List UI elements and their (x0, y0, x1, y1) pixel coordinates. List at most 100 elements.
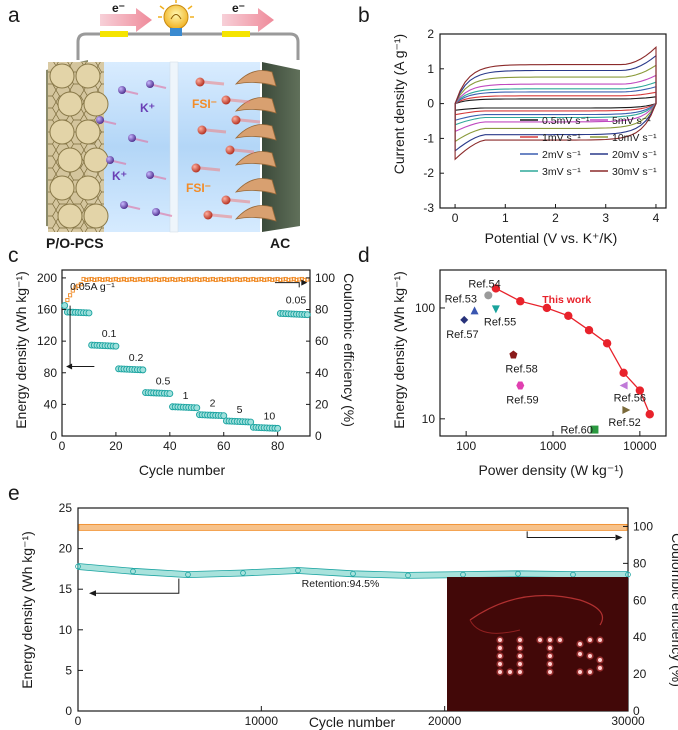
panel-c-ytick: 0 (50, 429, 57, 443)
legend-entry: 2mV s⁻¹ (542, 149, 581, 161)
energy-point (75, 563, 81, 570)
ce-point (275, 276, 280, 282)
ref-label: Ref.55 (484, 316, 516, 328)
panel-b-ytick: -2 (423, 166, 434, 180)
panel-e-ytick: 20 (59, 542, 73, 556)
panel-c-y2tick: 40 (315, 366, 329, 380)
light-bulb-icon (158, 0, 194, 36)
led-icon (578, 642, 582, 646)
arrow-right-axis-icon (526, 531, 616, 539)
panel-a-schematic: a e⁻ e⁻ K⁺ K⁺ (8, 0, 300, 251)
pcs-sphere (75, 119, 101, 145)
panel-e-y2tick: 40 (633, 630, 647, 644)
ref-label: Ref.59 (506, 394, 538, 406)
panel-b-legend: 0.5mV s⁻¹ 1mV s⁻¹ 2mV s⁻¹ 3mV s⁻¹ 5mV s⁻¹ 10m… (520, 115, 657, 178)
panel-d-xtick: 10000 (623, 439, 657, 453)
this-work-point (584, 326, 594, 335)
ce-point (254, 277, 259, 283)
ce-point (124, 277, 129, 283)
panel-c-y2tick: 80 (315, 303, 329, 317)
k-ion (152, 208, 160, 216)
energy-point (85, 309, 93, 317)
panel-b-label: b (358, 4, 370, 27)
electrode-left-label: P/O-PCS (46, 235, 104, 251)
panel-d-ytick: 100 (415, 301, 435, 315)
led-icon (598, 638, 602, 642)
ce-point (286, 277, 291, 283)
led-icon (578, 652, 582, 656)
rate-label: 10 (264, 410, 276, 422)
panel-c-ylabel: Energy density (Wh kg⁻¹) (13, 271, 29, 429)
ce-point (68, 293, 73, 298)
energy-point (130, 568, 136, 575)
ce-point (167, 277, 172, 282)
energy-point (193, 404, 201, 412)
panel-c-xtick: 60 (217, 439, 231, 453)
ion-k-label-2: K⁺ (112, 169, 127, 183)
ref-label: Ref.60 (560, 425, 592, 437)
rate-label: 1 (183, 390, 189, 402)
panel-d-ragone-chart: d Energy density (Wh kg⁻¹) Power density… (358, 244, 667, 478)
ce-point (267, 276, 272, 282)
ce-point (256, 277, 261, 282)
ref-marker (509, 350, 518, 359)
electron-label-left: e⁻ (112, 1, 125, 15)
pcs-sphere (83, 147, 109, 173)
ce-point (227, 276, 232, 282)
panel-e-y2tick: 20 (633, 667, 647, 681)
panel-b-xtick: 2 (552, 211, 559, 225)
ce-point (175, 277, 180, 282)
ref-marker (590, 425, 599, 434)
ce-point (194, 276, 199, 282)
this-work-point (542, 303, 552, 313)
ce-point (143, 277, 148, 282)
ion-fsi-label-1: FSI⁻ (192, 97, 217, 111)
fsi-ion (197, 125, 207, 135)
led-icon (578, 670, 582, 674)
panel-c-y2tick: 20 (315, 397, 329, 411)
fsi-ion (225, 145, 235, 155)
wire-yellow-left (100, 31, 128, 37)
ce-point (289, 277, 294, 282)
legend-entry: 3mV s⁻¹ (542, 166, 581, 178)
ce-point (272, 277, 278, 282)
legend-entry: 0.5mV s⁻¹ (542, 115, 590, 127)
panel-b-ytick: -3 (423, 201, 434, 215)
k-ion (128, 134, 136, 142)
ref-label: Ref.58 (505, 364, 537, 376)
pcs-sphere (57, 147, 83, 173)
cv-curve-5 (454, 64, 657, 143)
energy-point (460, 571, 466, 578)
panel-e-ytick: 25 (59, 501, 73, 515)
ion-fsi-label-2: FSI⁻ (186, 181, 211, 195)
ce-point (251, 276, 256, 282)
k-ion (106, 156, 114, 164)
separator (169, 61, 179, 233)
k-ion (146, 171, 154, 179)
panel-e-y2tick: 0 (633, 704, 640, 718)
ce-point (78, 282, 83, 287)
panel-e-xtick: 30000 (611, 714, 645, 728)
led-icon (498, 670, 502, 674)
panel-e-ytick: 5 (65, 663, 72, 677)
ce-point (94, 277, 100, 282)
led-icon (518, 654, 522, 658)
energy-point (220, 412, 228, 420)
ref-label: Ref.56 (614, 392, 646, 404)
graphene-sheet (234, 70, 277, 87)
panel-c-ytick: 160 (37, 303, 57, 317)
panel-c-xtick: 80 (271, 439, 285, 453)
panel-c-ytick: 40 (44, 397, 58, 411)
ce-point (297, 277, 302, 282)
ce-point (170, 276, 175, 282)
pcs-sphere (75, 63, 101, 89)
rate-label: 0.05A g⁻¹ (70, 281, 115, 293)
legend-entry: 5mV s⁻¹ (612, 115, 651, 127)
ce-point (162, 276, 167, 282)
ce-point (283, 276, 288, 282)
panel-e-xtick: 10000 (245, 714, 279, 728)
panel-c-xlabel: Cycle number (139, 462, 226, 478)
ce-point (218, 276, 224, 282)
fsi-ion (221, 195, 231, 205)
ce-point (165, 277, 170, 283)
